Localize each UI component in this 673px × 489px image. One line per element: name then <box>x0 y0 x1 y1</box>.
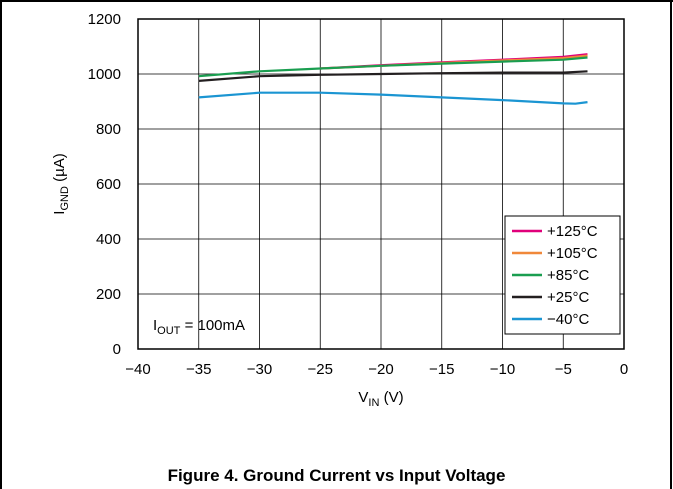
legend-label: +25°C <box>547 289 589 306</box>
x-tick-label: 0 <box>620 361 628 378</box>
series-line <box>198 91 588 105</box>
y-tick-label: 1200 <box>88 11 121 28</box>
y-axis-label: IGND (µA) <box>51 153 71 214</box>
axis-tick-labels: −40 −35 −30 −25 −20 −15 −10 −5 0 0 200 400 600 800 100… <box>88 11 629 378</box>
x-tick-label: −25 <box>308 361 333 378</box>
legend-label: +85°C <box>547 267 589 284</box>
y-tick-label: 0 <box>113 341 121 358</box>
x-tick-label: −5 <box>555 361 572 378</box>
series-line <box>198 56 588 78</box>
x-tick-label: −40 <box>125 361 150 378</box>
frame-left-border <box>0 0 2 489</box>
x-tick-label: −30 <box>247 361 272 378</box>
condition-annotation: IOUT = 100mA <box>153 317 245 337</box>
series-lines <box>198 53 588 105</box>
y-tick-label: 800 <box>96 121 121 138</box>
legend-label: −40°C <box>547 311 589 328</box>
legend-label: +105°C <box>547 245 598 262</box>
y-tick-label: 400 <box>96 231 121 248</box>
y-tick-label: 1000 <box>88 66 121 83</box>
frame-top-border <box>0 0 673 2</box>
x-axis-label: VIN (V) <box>358 389 403 409</box>
y-tick-label: 600 <box>96 176 121 193</box>
legend-label: +125°C <box>547 223 598 240</box>
plot-area-frame <box>137 18 625 350</box>
y-tick-label: 200 <box>96 286 121 303</box>
legend: +125°C +105°C +85°C +25°C −40°C <box>504 215 621 335</box>
x-tick-label: −35 <box>186 361 211 378</box>
x-tick-label: −10 <box>490 361 515 378</box>
x-tick-label: −20 <box>368 361 393 378</box>
series-line <box>198 70 588 82</box>
frame-right-border <box>670 0 672 489</box>
x-tick-label: −15 <box>429 361 454 378</box>
figure-caption: Figure 4. Ground Current vs Input Voltag… <box>167 466 506 485</box>
